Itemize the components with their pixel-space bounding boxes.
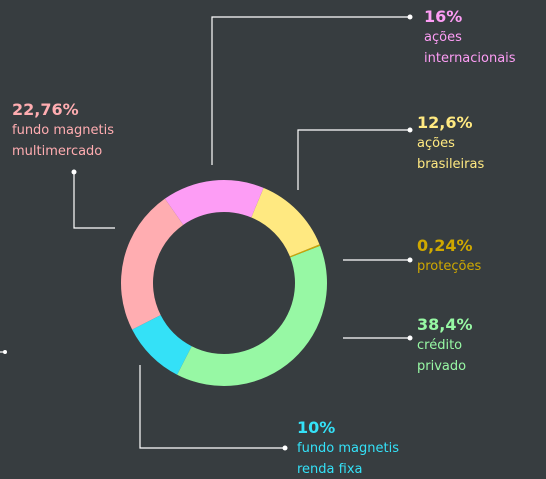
value-label: 10% [297, 418, 336, 437]
slice-label: 10% fundo magnetis renda fixa [297, 417, 427, 479]
leader-dot [407, 127, 413, 133]
leader-dot [71, 169, 77, 175]
category-label: crédito privado [417, 338, 467, 374]
leader-line [73, 172, 115, 229]
donut-slice [251, 187, 320, 257]
donut-slice [177, 245, 327, 386]
value-label: 0,24% [417, 236, 473, 255]
slice-label: 22,76% fundo magnetis multimercado [12, 99, 142, 162]
donut-slice [132, 315, 192, 375]
category-label: ações internacionais [424, 30, 516, 66]
donut-slice [289, 244, 321, 258]
value-label: 12,6% [417, 113, 473, 132]
category-label: proteções [417, 259, 482, 274]
category-label: ações brasileiras [417, 136, 485, 172]
leader-line [139, 365, 285, 449]
leader-dot [407, 335, 413, 341]
value-label: 22,76% [12, 100, 79, 119]
slice-label: 12,6% ações brasileiras [417, 112, 517, 175]
slice-label: 16% ações internacionais [424, 6, 544, 69]
value-label: 38,4% [417, 315, 473, 334]
donut-slice [164, 180, 264, 225]
leader-line [297, 129, 410, 190]
leader-dot [407, 14, 413, 20]
slice-label: 0,24% proteções [417, 235, 527, 277]
leader-lines [0, 14, 413, 451]
leader-dot [3, 350, 7, 354]
leader-line [211, 16, 410, 165]
leader-dot [282, 445, 288, 451]
leader-dot [407, 257, 413, 263]
donut-slice [121, 198, 184, 330]
category-label: fundo magnetis renda fixa [297, 441, 399, 477]
value-label: 16% [424, 7, 463, 26]
slice-label: 38,4% crédito privado [417, 314, 507, 377]
category-label: fundo magnetis multimercado [12, 123, 114, 159]
